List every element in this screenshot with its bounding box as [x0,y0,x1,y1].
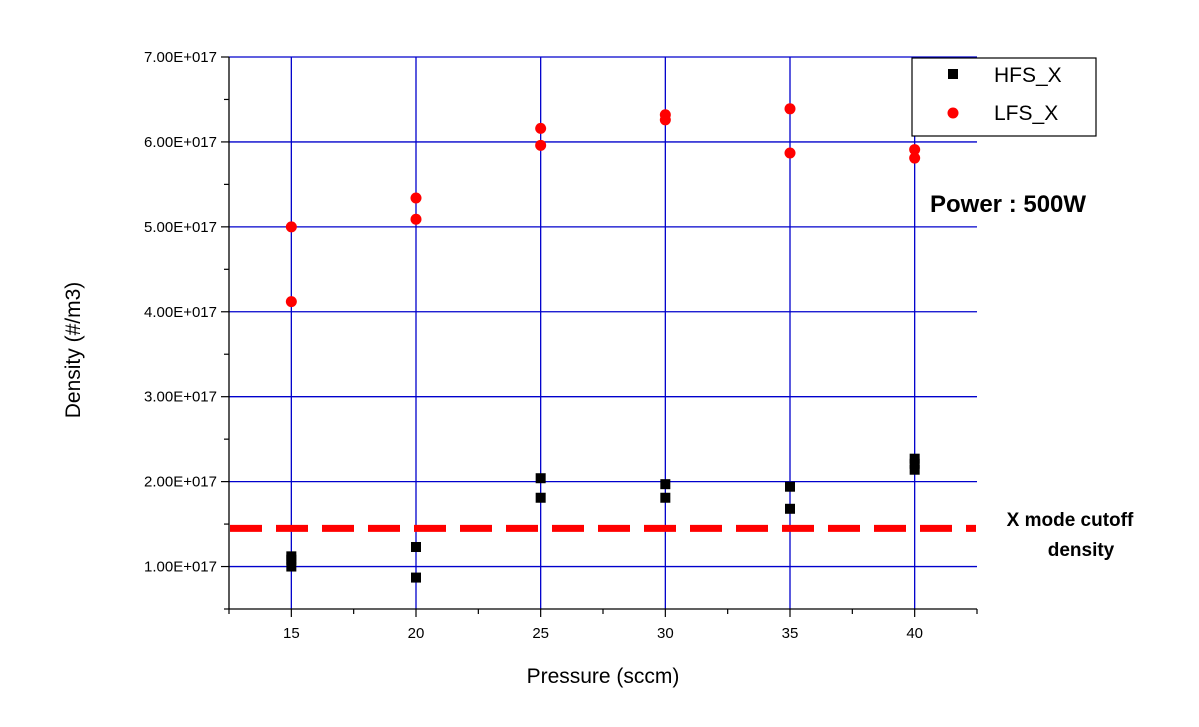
axis-ticks: 1.00E+017 2.00E+017 3.00E+017 4.00E+017 5.00… [144,49,978,642]
legend-marker-lfs [947,107,959,119]
point-HFS_X-9 [785,503,795,514]
x-axis-title: Pressure (sccm) [527,665,680,688]
x-tick-label-20: 20 [408,625,425,642]
point-HFS_X-8 [660,479,671,490]
point-HFS_X-13 [909,453,920,464]
point-HFS_X-11 [909,464,920,475]
legend-box [911,57,1097,137]
power-annotation: Power : 500W [930,191,1086,218]
y-tick-label-5: 5.00E+017 [144,219,217,236]
legend-marker-hfs [948,69,958,79]
legend-label-lfs: LFS_X [994,102,1058,125]
y-tick-label-4: 4.00E+017 [144,304,217,321]
cutoff-label-line1: X mode cutoff [1007,510,1134,531]
point-HFS_X-4 [411,542,421,553]
point-LFS_X-3 [410,192,422,204]
point-HFS_X-5 [535,492,546,503]
point-LFS_X-11 [909,144,921,156]
x-tick-label-35: 35 [782,625,799,642]
point-LFS_X-10 [909,152,921,164]
y-tick-label-6: 6.00E+017 [144,134,217,151]
point-LFS_X-2 [410,213,422,225]
y-axis-title: Density (#/m3) [62,282,85,419]
point-HFS_X-3 [411,572,421,583]
point-LFS_X-9 [784,103,796,115]
point-LFS_X-0 [285,296,297,308]
point-LFS_X-1 [285,221,297,233]
y-tick-label-3: 3.00E+017 [144,389,217,406]
x-tick-label-15: 15 [283,625,300,642]
x-tick-label-30: 30 [657,625,674,642]
point-HFS_X-10 [785,481,795,492]
point-HFS_X-6 [535,473,546,484]
point-HFS_X-2 [286,551,297,562]
point-LFS_X-5 [535,122,547,134]
point-LFS_X-4 [535,139,547,151]
point-HFS_X-0 [286,561,297,572]
point-LFS_X-8 [784,147,796,159]
x-tick-label-25: 25 [532,625,549,642]
data-points [285,103,921,583]
y-tick-label-2: 2.00E+017 [144,474,217,491]
cutoff-label-line2: density [1048,540,1115,561]
x-tick-label-40: 40 [906,625,923,642]
y-tick-label-1: 1.00E+017 [144,559,217,576]
legend-label-hfs: HFS_X [994,64,1062,87]
point-HFS_X-7 [660,492,671,503]
y-tick-label-7: 7.00E+017 [144,49,217,66]
legend: HFS_X LFS_X [911,57,1097,137]
point-LFS_X-7 [659,109,671,121]
point-HFS_X-12 [909,458,920,469]
